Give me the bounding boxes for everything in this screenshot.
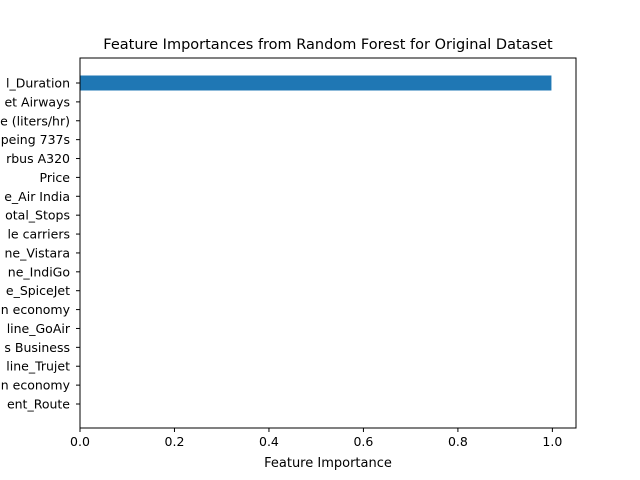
y-tick-label: ne_Vistara xyxy=(5,245,71,260)
y-tick-label: s Business xyxy=(4,340,70,355)
y-tick-label: rbus A320 xyxy=(6,151,70,166)
y-tick-label: n economy xyxy=(1,302,71,317)
y-tick-label: peing 737s xyxy=(1,132,70,147)
y-tick-label: otal_Stops xyxy=(5,208,70,223)
x-tick-label: 0.0 xyxy=(70,434,90,449)
x-axis-label: Feature Importance xyxy=(264,456,392,471)
y-tick-label: line_GoAir xyxy=(7,321,71,336)
y-tick-label: n economy xyxy=(1,378,71,393)
x-tick-label: 0.2 xyxy=(165,434,185,449)
chart-title: Feature Importances from Random Forest f… xyxy=(103,37,553,53)
x-tick-label: 0.6 xyxy=(353,434,373,449)
y-tick-label: ne_IndiGo xyxy=(8,264,70,279)
y-tick-label: et Airways xyxy=(4,94,70,109)
bar xyxy=(80,75,552,91)
y-tick-label: le carriers xyxy=(7,227,70,242)
y-tick-label: Price xyxy=(40,170,71,185)
y-tick-label: l_Duration xyxy=(6,76,70,91)
y-tick-label: e_Air India xyxy=(4,189,70,204)
axes-frame xyxy=(79,57,577,429)
y-tick-label: e_SpiceJet xyxy=(6,283,70,298)
x-tick-label: 0.8 xyxy=(448,434,468,449)
x-tick-group: 0.0 0.2 0.4 0.6 0.8 1.0 xyxy=(70,428,562,449)
y-tick-label: line_Trujet xyxy=(6,359,70,374)
x-tick-label: 0.4 xyxy=(259,434,279,449)
y-tick-label: e (liters/hr) xyxy=(0,113,70,128)
x-tick-label: 1.0 xyxy=(542,434,562,449)
y-tick-label: ent_Route xyxy=(7,397,70,412)
